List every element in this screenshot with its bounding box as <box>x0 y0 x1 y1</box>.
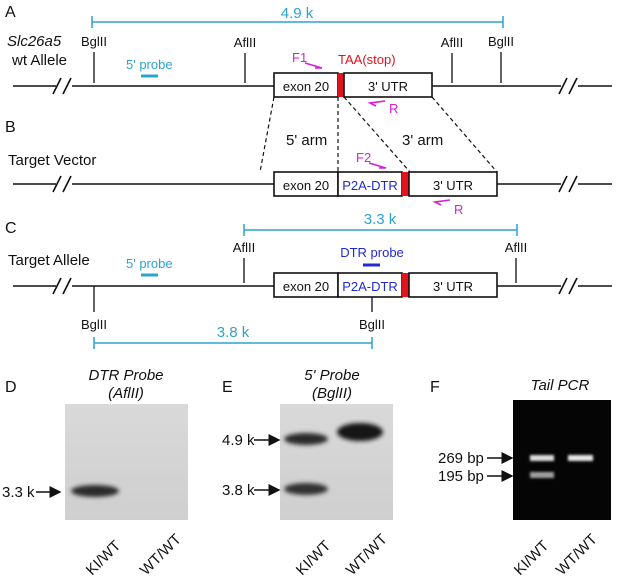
blot-e-lane-2: WT/WT <box>343 531 391 578</box>
blot-d-marker-3-3k: 3.3 k <box>2 484 35 501</box>
aflii-site-right: AflII <box>441 35 463 50</box>
stop-codon-marker-a <box>338 73 344 97</box>
panel-f: F Tail PCR 269 bp 195 bp KI/WT WT/WT <box>430 377 611 578</box>
utr-label-a: 3' UTR <box>368 79 408 94</box>
primer-r-label-b: R <box>454 202 463 217</box>
panel-e: E 5' Probe (BglII) 4.9 k 3.8 k KI/WT WT/… <box>222 367 393 578</box>
blot-d-membrane <box>65 404 188 520</box>
panel-d: D DTR Probe (AflII) 3.3 k KI/WT WT/WT <box>2 367 188 578</box>
gel-f-title: Tail PCR <box>531 377 590 394</box>
size-label-4-9k: 4.9 k <box>281 5 314 22</box>
panel-f-letter: F <box>430 379 440 396</box>
blot-e-subtitle: (BglII) <box>312 385 352 402</box>
blot-e-band-ki-3-8k <box>284 483 328 495</box>
arm-5-label: 5' arm <box>286 132 327 149</box>
break-mark-b-left <box>52 175 72 193</box>
probe-label-c: 5' probe <box>126 256 173 271</box>
primer-f1-label: F1 <box>292 50 307 65</box>
primer-r-label-a: R <box>389 101 398 116</box>
arm-3-label: 3' arm <box>402 132 443 149</box>
blot-e-marker-3-8k: 3.8 k <box>222 482 255 499</box>
target-vector-title: Target Vector <box>8 152 96 169</box>
homology-guides <box>259 96 498 173</box>
site-ticks-c <box>93 258 517 312</box>
bglii-site-c-left: BglII <box>81 317 107 332</box>
panel-b: B Target Vector 5' arm 3' arm exon 20 P2… <box>5 119 612 217</box>
primer-f2-arrow <box>368 162 387 169</box>
panel-c-letter: C <box>5 220 17 237</box>
dtr-probe-label: DTR probe <box>340 245 404 260</box>
panel-a: A 4.9 k Slc26a5 wt Allele BglII AflII Af… <box>5 4 612 116</box>
primer-r-arrow-a <box>367 100 386 107</box>
size-label-3-8k: 3.8 k <box>217 324 250 341</box>
stop-codon-label: TAA(stop) <box>338 52 396 67</box>
utr-box-b <box>408 171 498 197</box>
blot-e-band-ki-4-9k <box>284 433 328 445</box>
panel-a-letter: A <box>5 4 16 21</box>
gene-name: Slc26a5 <box>7 33 62 50</box>
aflii-site-left: AflII <box>234 35 256 50</box>
panel-c: C 3.3 k Target Allele AflII AflII 5' pro… <box>5 211 612 349</box>
size-bracket-4-9k <box>91 16 504 28</box>
exon-20-label-a: exon 20 <box>283 79 329 94</box>
stop-codon-marker-c <box>402 273 409 297</box>
gel-marker-269: 269 bp <box>438 450 484 467</box>
size-bracket-3-3k <box>243 224 518 236</box>
break-mark-a-right <box>558 77 578 95</box>
exon-20-label-c: exon 20 <box>283 279 329 294</box>
break-mark-c-right <box>558 277 578 295</box>
gel-lane-2: WT/WT <box>553 531 601 578</box>
panel-b-letter: B <box>5 119 16 136</box>
size-label-3-3k: 3.3 k <box>364 211 397 228</box>
blot-d-subtitle: (AflII) <box>108 385 144 402</box>
utr-box-a <box>343 72 433 98</box>
break-mark-a-left <box>52 77 72 95</box>
p2a-dtr-box-c <box>337 272 403 298</box>
blot-e-band-wt-4-9k <box>337 423 383 441</box>
bglii-site-right: BglII <box>488 34 514 49</box>
site-ticks-a <box>93 52 502 83</box>
p2a-dtr-label-c: P2A-DTR <box>342 279 398 294</box>
break-mark-b-right <box>558 175 578 193</box>
target-allele-title: Target Allele <box>8 252 90 269</box>
panel-d-letter: D <box>5 379 17 396</box>
gel-band-wt-269 <box>568 455 593 461</box>
gel-marker-195: 195 bp <box>438 468 484 485</box>
blot-e-lane-1: KI/WT <box>293 537 334 578</box>
exon-20-box-b <box>273 171 339 197</box>
primer-f2-label: F2 <box>356 150 371 165</box>
size-bracket-3-8k <box>93 337 373 349</box>
utr-label-b: 3' UTR <box>433 178 473 193</box>
blot-e-title: 5' Probe <box>304 367 359 384</box>
break-mark-c-left <box>52 277 72 295</box>
probe-label-a: 5' probe <box>126 57 173 72</box>
stop-codon-marker-b <box>402 172 409 196</box>
allele-label: wt Allele <box>11 52 67 69</box>
pcr-gel <box>513 400 611 520</box>
panel-e-letter: E <box>222 379 233 396</box>
aflii-site-c-left: AflII <box>233 240 255 255</box>
blot-e-membrane <box>280 404 393 520</box>
bglii-site-left: BglII <box>81 34 107 49</box>
primer-f1-arrow <box>304 62 323 69</box>
blot-d-lane-2: WT/WT <box>137 531 185 578</box>
p2a-dtr-label-b: P2A-DTR <box>342 178 398 193</box>
gel-band-ki-195 <box>530 472 554 478</box>
aflii-site-c-right: AflII <box>505 240 527 255</box>
utr-label-c: 3' UTR <box>433 279 473 294</box>
gel-lane-1: KI/WT <box>511 537 552 578</box>
blot-d-band-3-3k <box>71 485 119 497</box>
blot-d-lane-1: KI/WT <box>83 537 124 578</box>
primer-r-arrow-b <box>432 199 451 206</box>
exon-20-box-c <box>273 272 339 298</box>
bglii-site-c-right: BglII <box>359 317 385 332</box>
utr-box-c <box>408 272 498 298</box>
exon-20-label-b: exon 20 <box>283 178 329 193</box>
gel-band-ki-269 <box>530 455 554 461</box>
blot-e-marker-4-9k: 4.9 k <box>222 432 255 449</box>
blot-d-title: DTR Probe <box>88 367 163 384</box>
